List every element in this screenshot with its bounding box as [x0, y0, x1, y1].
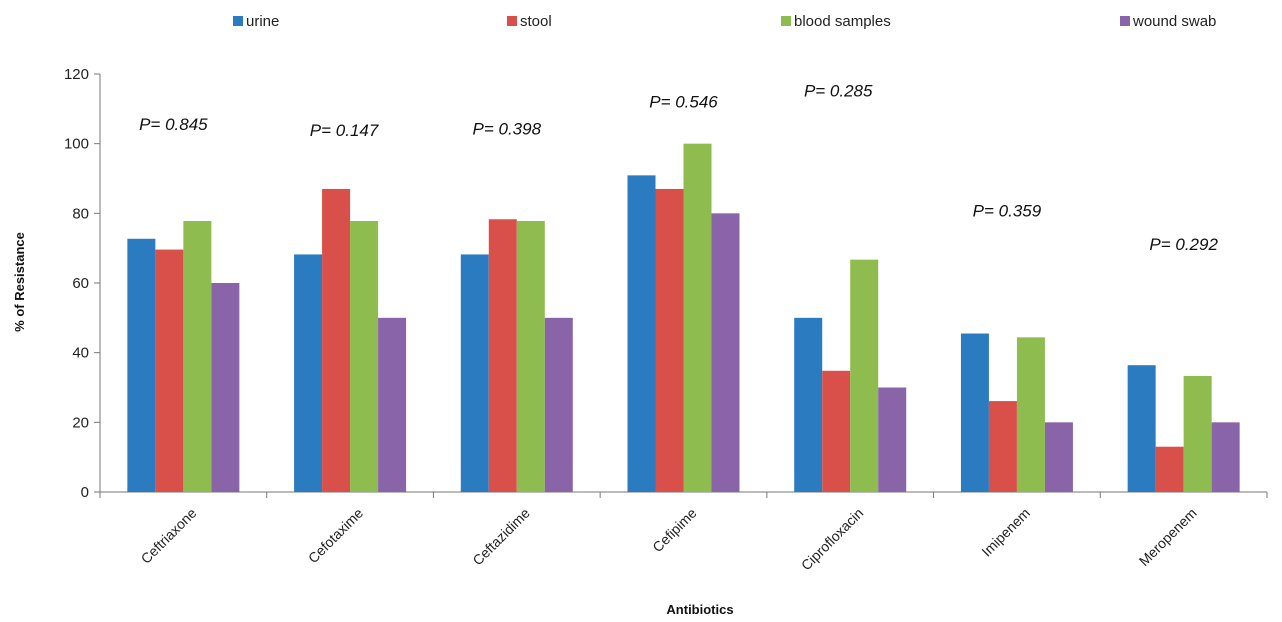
y-tick-label: 60	[72, 275, 89, 292]
bar-ciprofloxacin-wound-swab	[878, 387, 907, 492]
bar-ceftazidime-blood-samples	[516, 220, 545, 492]
legend-label-urine: urine	[246, 13, 279, 30]
bar-ceftazidime-wound-swab	[544, 317, 573, 492]
bar-imipenem-wound-swab	[1044, 422, 1073, 492]
bar-meropenem-blood-samples	[1183, 376, 1212, 492]
bar-meropenem-urine	[1127, 365, 1156, 492]
bar-ceftriaxone-urine	[127, 238, 156, 492]
x-tick-label-cefipime: Cefipime	[649, 505, 700, 556]
bar-cefipime-blood-samples	[683, 143, 712, 492]
p-value-label-meropenem: P= 0.292	[1149, 235, 1218, 254]
bar-ceftazidime-urine	[460, 254, 489, 492]
legend: urine stool blood samples wound swab	[233, 13, 1216, 30]
bar-meropenem-wound-swab	[1211, 422, 1240, 492]
legend-swatch-blood-samples	[781, 16, 791, 26]
x-axis-title: Antibiotics	[666, 602, 733, 617]
x-tick-label-imipenem: Imipenem	[978, 505, 1033, 560]
y-tick-label: 20	[72, 414, 89, 431]
p-value-annotations: P= 0.845 P= 0.147 P= 0.398 P= 0.546 P= 0.285…	[139, 82, 1218, 255]
p-value-label-ciprofloxacin: P= 0.285	[804, 82, 873, 101]
legend-label-wound-swab: wound swab	[1132, 13, 1216, 30]
p-value-label-ceftazidime: P= 0.398	[473, 119, 542, 138]
bar-cefotaxime-blood-samples	[350, 220, 379, 492]
bar-cefipime-wound-swab	[711, 213, 740, 493]
bar-cefipime-stool	[655, 188, 684, 492]
p-value-label-imipenem: P= 0.359	[973, 202, 1042, 221]
legend-swatch-urine	[233, 16, 243, 26]
bar-ceftriaxone-blood-samples	[183, 220, 212, 492]
bar-ciprofloxacin-blood-samples	[850, 259, 879, 492]
bar-cefotaxime-stool	[322, 188, 351, 492]
x-tick-label-meropenem: Meropenem	[1136, 505, 1200, 569]
p-value-label-cefipime: P= 0.546	[649, 93, 718, 112]
bar-meropenem-stool	[1155, 446, 1184, 492]
bar-cefotaxime-wound-swab	[378, 317, 407, 492]
bar-cefotaxime-urine	[294, 254, 323, 492]
y-tick-label: 120	[64, 66, 89, 83]
legend-label-blood-samples: blood samples	[794, 13, 891, 30]
x-tick-label-ciprofloxacin: Ciprofloxacin	[798, 505, 867, 574]
bar-ciprofloxacin-stool	[822, 370, 851, 492]
legend-label-stool: stool	[520, 13, 552, 30]
bars	[127, 143, 1240, 493]
y-tick-label: 0	[81, 484, 89, 501]
bar-ceftazidime-stool	[488, 219, 517, 492]
x-tick-label-ceftriaxone: Ceftriaxone	[138, 505, 200, 567]
y-axis-title: % of Resistance	[12, 232, 27, 332]
legend-swatch-wound-swab	[1120, 16, 1130, 26]
y-tick-label: 40	[72, 345, 89, 362]
bar-ciprofloxacin-urine	[794, 317, 823, 492]
y-tick-label: 80	[72, 205, 89, 222]
x-axis: Ceftriaxone Cefotaxime Ceftazidime Cefipime…	[99, 491, 1268, 574]
bar-ceftriaxone-wound-swab	[211, 283, 240, 492]
y-tick-label: 100	[64, 136, 89, 153]
x-tick-label-cefotaxime: Cefotaxime	[305, 505, 367, 567]
bar-ceftriaxone-stool	[155, 249, 184, 492]
bar-cefipime-urine	[627, 175, 656, 493]
p-value-label-cefotaxime: P= 0.147	[310, 121, 379, 140]
bar-imipenem-urine	[960, 333, 989, 492]
bar-imipenem-stool	[988, 401, 1017, 492]
y-axis: 0 20 40 60 80 100 120	[64, 66, 101, 501]
bar-imipenem-blood-samples	[1016, 337, 1045, 492]
p-value-label-ceftriaxone: P= 0.845	[139, 115, 208, 134]
x-tick-label-ceftazidime: Ceftazidime	[469, 505, 533, 569]
legend-swatch-stool	[507, 16, 517, 26]
